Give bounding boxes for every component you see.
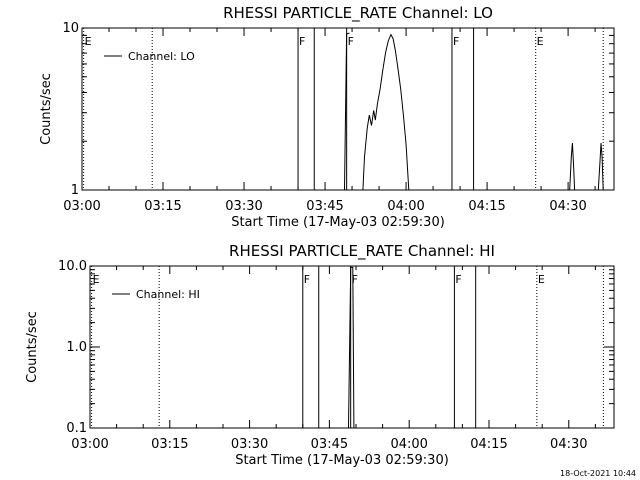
x-tick-label: 03:30 <box>225 199 262 214</box>
x-tick-label: 04:30 <box>550 437 587 452</box>
x-tick-label: 03:15 <box>144 199 181 214</box>
x-tick-label: 04:00 <box>390 437 427 452</box>
series-line <box>348 266 355 429</box>
x-tick-label: 04:00 <box>387 199 424 214</box>
x-tick-label: 03:00 <box>71 437 108 452</box>
y-tick-label: 1.0 <box>66 340 87 355</box>
y-tick-label: 1 <box>71 183 79 198</box>
x-tick-label: 03:30 <box>231 437 268 452</box>
timestamp: 18-Oct-2021 10:44 <box>560 469 636 478</box>
event-marker-label: E <box>93 273 100 286</box>
series-line <box>362 33 410 191</box>
event-marker-label: E <box>537 35 544 48</box>
y-axis-label: Counts/sec <box>25 311 40 383</box>
series-line <box>597 142 604 191</box>
plot-frame <box>81 27 615 191</box>
x-tick-label: 03:15 <box>151 437 188 452</box>
event-marker-label: F <box>455 273 461 286</box>
hi-channel-panel: RHESSI PARTICLE_RATE Channel: HI 03:00 03:… <box>25 242 615 468</box>
x-tick-label: 04:15 <box>468 199 505 214</box>
series-line <box>344 32 350 191</box>
event-marker-label: F <box>453 35 459 48</box>
y-axis-label: Counts/sec <box>39 73 54 145</box>
x-axis-label: Start Time (17-May-03 02:59:30) <box>231 215 445 230</box>
event-marker-label: F <box>304 273 310 286</box>
series-line <box>569 142 576 191</box>
x-axis-label: Start Time (17-May-03 02:59:30) <box>235 453 449 468</box>
event-marker-label: F <box>352 273 358 286</box>
x-tick-label: 03:45 <box>311 437 348 452</box>
legend-label: Channel: LO <box>128 50 195 63</box>
chart-title: RHESSI PARTICLE_RATE Channel: HI <box>229 242 495 261</box>
event-marker-label: F <box>299 35 305 48</box>
lo-channel-panel: RHESSI PARTICLE_RATE Channel: LO 03:00 03:… <box>39 4 615 230</box>
x-tick-label: 04:15 <box>470 437 507 452</box>
y-tick-label: 0.1 <box>66 421 87 436</box>
event-marker-label: E <box>538 273 545 286</box>
legend-label: Channel: HI <box>136 288 200 301</box>
x-tick-label: 04:30 <box>549 199 586 214</box>
event-marker-label: F <box>348 35 354 48</box>
event-marker-label: E <box>85 35 92 48</box>
y-tick-label: 10 <box>62 21 79 36</box>
y-tick-label: 10.0 <box>58 259 87 274</box>
chart-title: RHESSI PARTICLE_RATE Channel: LO <box>223 4 493 23</box>
x-tick-label: 03:45 <box>306 199 343 214</box>
x-tick-label: 03:00 <box>63 199 100 214</box>
